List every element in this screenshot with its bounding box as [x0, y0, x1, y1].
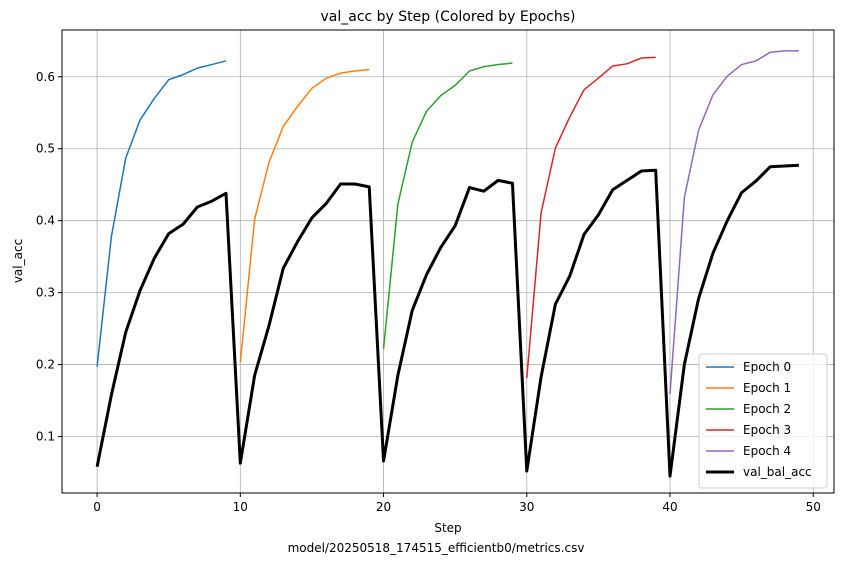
legend-label-val-bal-acc: val_bal_acc	[743, 465, 812, 479]
legend-label-epoch-2: Epoch 2	[743, 402, 791, 416]
y-tick-label: 0.2	[36, 358, 55, 372]
x-tick-label: 0	[93, 500, 101, 514]
x-axis-ticks: 0 10 20 30 40 50	[93, 493, 821, 514]
series-line-epoch-1	[239, 68, 370, 363]
plot-frame	[61, 29, 835, 494]
series-line-epoch-0	[96, 60, 227, 367]
legend: Epoch 0 Epoch 1 Epoch 2 Epoch 3 Epoch 4 val_b…	[698, 353, 828, 489]
legend-label-epoch-3: Epoch 3	[743, 423, 791, 437]
x-tick-label: 40	[662, 500, 677, 514]
source-caption: model/20250518_174515_efficientb0/metric…	[288, 541, 585, 555]
series-line-epoch-2	[382, 62, 513, 349]
x-axis-label: Step	[434, 521, 461, 535]
x-tick-label: 10	[233, 500, 248, 514]
y-tick-label: 0.4	[36, 214, 55, 228]
x-tick-label: 30	[519, 500, 534, 514]
y-tick-label: 0.5	[36, 142, 55, 156]
x-tick-label: 20	[376, 500, 391, 514]
series-lines	[95, 50, 799, 478]
legend-label-epoch-4: Epoch 4	[743, 444, 791, 458]
chart-title: val_acc by Step (Colored by Epochs)	[320, 9, 575, 25]
x-tick-label: 50	[806, 500, 821, 514]
series-line-val-bal-acc	[95, 163, 799, 478]
y-tick-label: 0.6	[36, 70, 55, 84]
series-line-epoch-4	[669, 50, 799, 395]
y-tick-label: 0.1	[36, 430, 55, 444]
legend-label-epoch-0: Epoch 0	[743, 360, 791, 374]
y-axis-label: val_acc	[11, 239, 25, 283]
grid	[62, 30, 834, 493]
y-tick-label: 0.3	[36, 286, 55, 300]
y-axis-ticks: 0.1 0.2 0.3 0.4 0.5 0.6	[36, 70, 62, 444]
series-line-epoch-3	[526, 56, 656, 379]
legend-label-epoch-1: Epoch 1	[743, 381, 791, 395]
